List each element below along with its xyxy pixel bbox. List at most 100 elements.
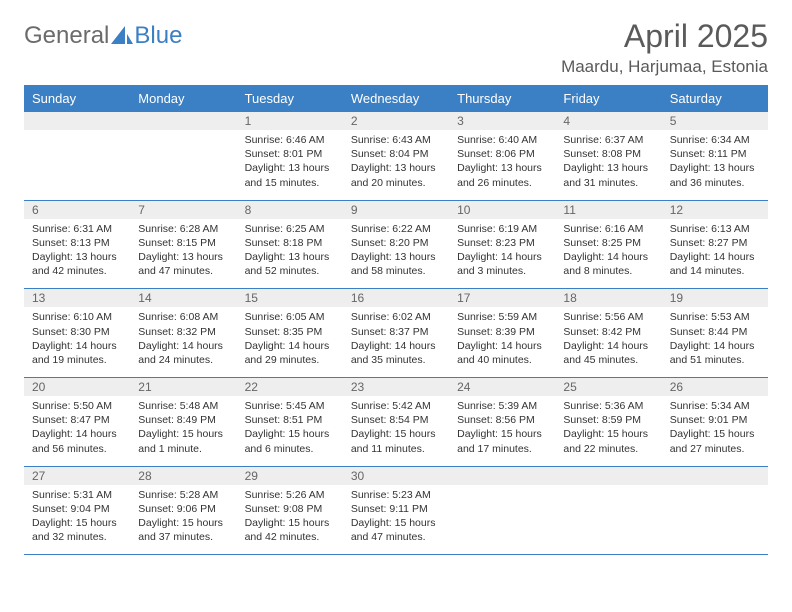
calendar-day-cell: 20Sunrise: 5:50 AMSunset: 8:47 PMDayligh…	[24, 378, 130, 467]
day-details: Sunrise: 5:28 AMSunset: 9:06 PMDaylight:…	[130, 485, 236, 555]
calendar-day-cell	[555, 466, 661, 555]
weekday-header: Tuesday	[237, 86, 343, 112]
day-number: 19	[662, 289, 768, 307]
day-details: Sunrise: 5:39 AMSunset: 8:56 PMDaylight:…	[449, 396, 555, 466]
day-details: Sunrise: 6:28 AMSunset: 8:15 PMDaylight:…	[130, 219, 236, 289]
calendar-day-cell: 1Sunrise: 6:46 AMSunset: 8:01 PMDaylight…	[237, 112, 343, 201]
day-details: Sunrise: 5:48 AMSunset: 8:49 PMDaylight:…	[130, 396, 236, 466]
calendar-day-cell: 2Sunrise: 6:43 AMSunset: 8:04 PMDaylight…	[343, 112, 449, 201]
day-number: 13	[24, 289, 130, 307]
day-number: 20	[24, 378, 130, 396]
calendar-day-cell: 18Sunrise: 5:56 AMSunset: 8:42 PMDayligh…	[555, 289, 661, 378]
calendar-day-cell: 16Sunrise: 6:02 AMSunset: 8:37 PMDayligh…	[343, 289, 449, 378]
day-details	[449, 485, 555, 547]
calendar-day-cell: 25Sunrise: 5:36 AMSunset: 8:59 PMDayligh…	[555, 378, 661, 467]
calendar-day-cell: 19Sunrise: 5:53 AMSunset: 8:44 PMDayligh…	[662, 289, 768, 378]
day-number	[130, 112, 236, 130]
day-details: Sunrise: 6:22 AMSunset: 8:20 PMDaylight:…	[343, 219, 449, 289]
day-number: 6	[24, 201, 130, 219]
calendar-day-cell: 7Sunrise: 6:28 AMSunset: 8:15 PMDaylight…	[130, 200, 236, 289]
day-details: Sunrise: 6:40 AMSunset: 8:06 PMDaylight:…	[449, 130, 555, 200]
day-number: 16	[343, 289, 449, 307]
day-number: 28	[130, 467, 236, 485]
weekday-header: Monday	[130, 86, 236, 112]
calendar-week-row: 1Sunrise: 6:46 AMSunset: 8:01 PMDaylight…	[24, 112, 768, 201]
day-number: 18	[555, 289, 661, 307]
day-details: Sunrise: 6:05 AMSunset: 8:35 PMDaylight:…	[237, 307, 343, 377]
calendar-day-cell: 27Sunrise: 5:31 AMSunset: 9:04 PMDayligh…	[24, 466, 130, 555]
day-details: Sunrise: 5:34 AMSunset: 9:01 PMDaylight:…	[662, 396, 768, 466]
brand-logo: General Blue	[24, 22, 182, 50]
day-number: 22	[237, 378, 343, 396]
calendar-day-cell: 15Sunrise: 6:05 AMSunset: 8:35 PMDayligh…	[237, 289, 343, 378]
calendar-week-row: 27Sunrise: 5:31 AMSunset: 9:04 PMDayligh…	[24, 466, 768, 555]
day-details: Sunrise: 5:53 AMSunset: 8:44 PMDaylight:…	[662, 307, 768, 377]
day-number: 30	[343, 467, 449, 485]
day-number: 1	[237, 112, 343, 130]
calendar-week-row: 6Sunrise: 6:31 AMSunset: 8:13 PMDaylight…	[24, 200, 768, 289]
day-details: Sunrise: 6:19 AMSunset: 8:23 PMDaylight:…	[449, 219, 555, 289]
day-details: Sunrise: 6:08 AMSunset: 8:32 PMDaylight:…	[130, 307, 236, 377]
brand-part2: Blue	[134, 22, 182, 50]
day-details: Sunrise: 5:50 AMSunset: 8:47 PMDaylight:…	[24, 396, 130, 466]
day-details: Sunrise: 6:37 AMSunset: 8:08 PMDaylight:…	[555, 130, 661, 200]
calendar-day-cell: 5Sunrise: 6:34 AMSunset: 8:11 PMDaylight…	[662, 112, 768, 201]
calendar-day-cell: 8Sunrise: 6:25 AMSunset: 8:18 PMDaylight…	[237, 200, 343, 289]
day-details	[24, 130, 130, 192]
location-label: Maardu, Harjumaa, Estonia	[561, 57, 768, 77]
day-details: Sunrise: 5:42 AMSunset: 8:54 PMDaylight:…	[343, 396, 449, 466]
calendar-day-cell: 12Sunrise: 6:13 AMSunset: 8:27 PMDayligh…	[662, 200, 768, 289]
calendar-day-cell: 14Sunrise: 6:08 AMSunset: 8:32 PMDayligh…	[130, 289, 236, 378]
calendar-day-cell: 29Sunrise: 5:26 AMSunset: 9:08 PMDayligh…	[237, 466, 343, 555]
calendar-day-cell: 28Sunrise: 5:28 AMSunset: 9:06 PMDayligh…	[130, 466, 236, 555]
calendar-day-cell: 30Sunrise: 5:23 AMSunset: 9:11 PMDayligh…	[343, 466, 449, 555]
day-details: Sunrise: 5:23 AMSunset: 9:11 PMDaylight:…	[343, 485, 449, 555]
day-details: Sunrise: 6:02 AMSunset: 8:37 PMDaylight:…	[343, 307, 449, 377]
day-details: Sunrise: 6:13 AMSunset: 8:27 PMDaylight:…	[662, 219, 768, 289]
calendar-day-cell: 9Sunrise: 6:22 AMSunset: 8:20 PMDaylight…	[343, 200, 449, 289]
day-number: 29	[237, 467, 343, 485]
day-details: Sunrise: 5:56 AMSunset: 8:42 PMDaylight:…	[555, 307, 661, 377]
calendar-day-cell: 26Sunrise: 5:34 AMSunset: 9:01 PMDayligh…	[662, 378, 768, 467]
day-details: Sunrise: 6:10 AMSunset: 8:30 PMDaylight:…	[24, 307, 130, 377]
calendar-day-cell	[24, 112, 130, 201]
day-details: Sunrise: 6:43 AMSunset: 8:04 PMDaylight:…	[343, 130, 449, 200]
day-number: 14	[130, 289, 236, 307]
day-details	[130, 130, 236, 192]
calendar-body: 1Sunrise: 6:46 AMSunset: 8:01 PMDaylight…	[24, 112, 768, 555]
calendar-day-cell: 10Sunrise: 6:19 AMSunset: 8:23 PMDayligh…	[449, 200, 555, 289]
day-details: Sunrise: 5:59 AMSunset: 8:39 PMDaylight:…	[449, 307, 555, 377]
day-number: 23	[343, 378, 449, 396]
calendar-week-row: 13Sunrise: 6:10 AMSunset: 8:30 PMDayligh…	[24, 289, 768, 378]
day-number	[449, 467, 555, 485]
calendar-day-cell: 17Sunrise: 5:59 AMSunset: 8:39 PMDayligh…	[449, 289, 555, 378]
calendar-day-cell: 21Sunrise: 5:48 AMSunset: 8:49 PMDayligh…	[130, 378, 236, 467]
calendar-week-row: 20Sunrise: 5:50 AMSunset: 8:47 PMDayligh…	[24, 378, 768, 467]
logo-sail-icon	[111, 26, 133, 46]
day-number: 27	[24, 467, 130, 485]
calendar-table: SundayMondayTuesdayWednesdayThursdayFrid…	[24, 85, 768, 555]
day-number: 7	[130, 201, 236, 219]
day-number: 11	[555, 201, 661, 219]
day-number	[24, 112, 130, 130]
day-number: 24	[449, 378, 555, 396]
day-details: Sunrise: 6:25 AMSunset: 8:18 PMDaylight:…	[237, 219, 343, 289]
day-number: 5	[662, 112, 768, 130]
weekday-header: Wednesday	[343, 86, 449, 112]
day-number	[555, 467, 661, 485]
day-number: 10	[449, 201, 555, 219]
day-number: 25	[555, 378, 661, 396]
day-number: 26	[662, 378, 768, 396]
day-number: 8	[237, 201, 343, 219]
day-number: 15	[237, 289, 343, 307]
day-details: Sunrise: 6:16 AMSunset: 8:25 PMDaylight:…	[555, 219, 661, 289]
day-details: Sunrise: 6:34 AMSunset: 8:11 PMDaylight:…	[662, 130, 768, 200]
calendar-day-cell	[662, 466, 768, 555]
calendar-day-cell: 11Sunrise: 6:16 AMSunset: 8:25 PMDayligh…	[555, 200, 661, 289]
calendar-day-cell: 4Sunrise: 6:37 AMSunset: 8:08 PMDaylight…	[555, 112, 661, 201]
day-number: 3	[449, 112, 555, 130]
day-number: 9	[343, 201, 449, 219]
day-details: Sunrise: 6:31 AMSunset: 8:13 PMDaylight:…	[24, 219, 130, 289]
calendar-day-cell: 6Sunrise: 6:31 AMSunset: 8:13 PMDaylight…	[24, 200, 130, 289]
weekday-header: Sunday	[24, 86, 130, 112]
